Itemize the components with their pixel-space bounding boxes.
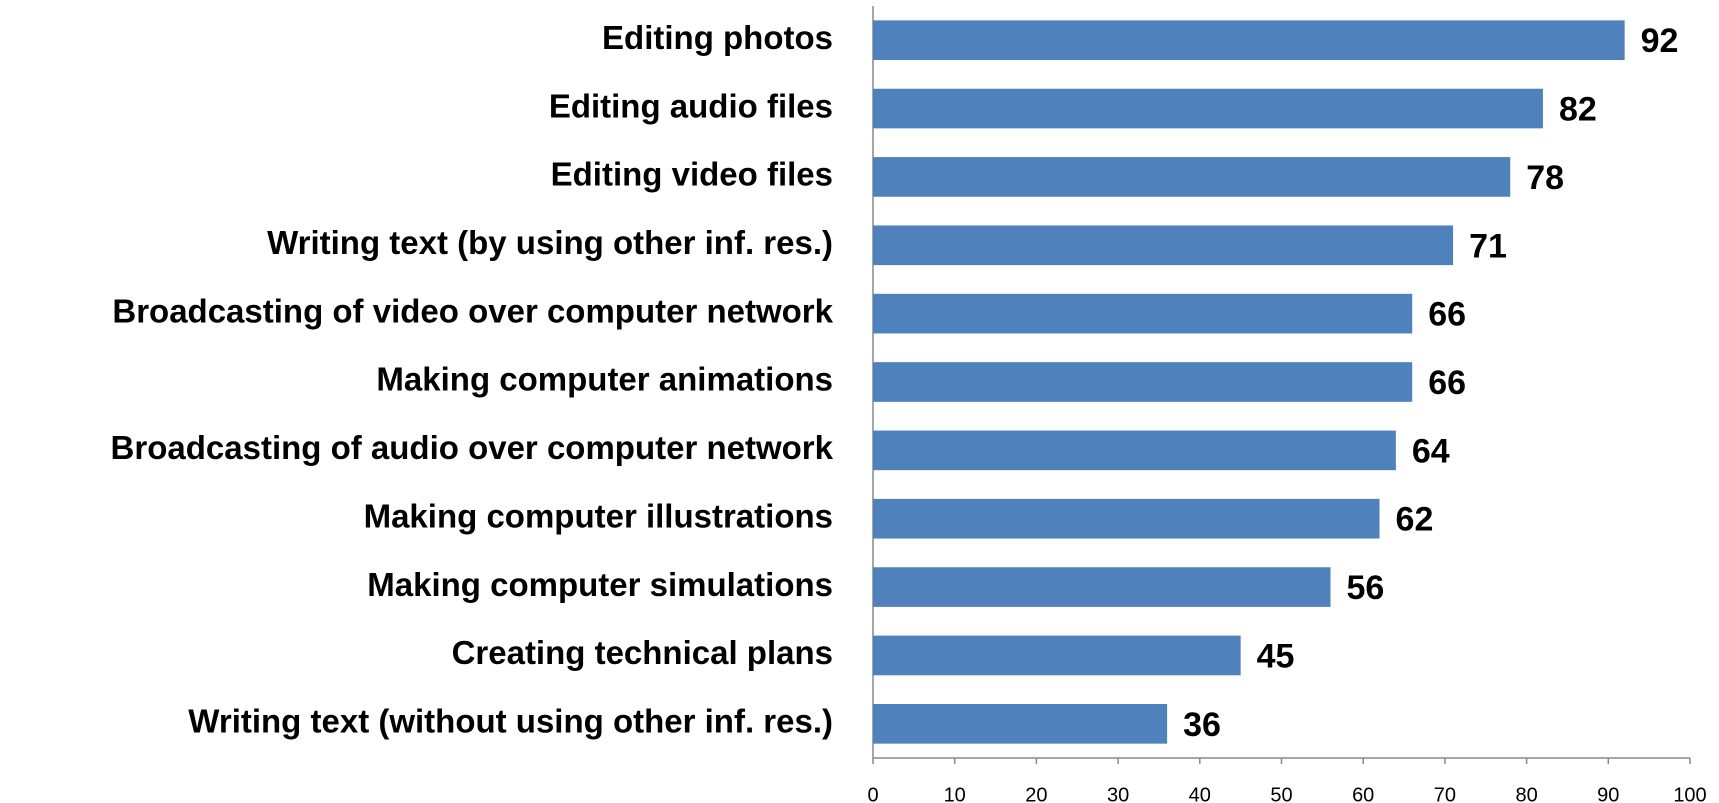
- x-tick-label: 80: [1515, 784, 1537, 803]
- x-tick-label: 70: [1434, 784, 1456, 803]
- y-tick-label: Broadcasting of audio over computer netw…: [111, 429, 834, 466]
- value-label: 66: [1428, 364, 1466, 402]
- y-tick-label: Making computer simulations: [367, 566, 833, 603]
- x-tick-label: 20: [1025, 784, 1047, 803]
- y-tick-label: Editing photos: [602, 19, 833, 56]
- bar: [873, 635, 1241, 676]
- y-tick-label: Broadcasting of video over computer netw…: [112, 292, 833, 329]
- value-label: 56: [1347, 569, 1385, 607]
- value-label: 82: [1559, 91, 1597, 129]
- y-tick-label: Writing text (without using other inf. r…: [188, 703, 833, 740]
- bar: [873, 362, 1413, 402]
- value-label: 92: [1641, 22, 1679, 60]
- bar: [873, 88, 1543, 129]
- value-label: 64: [1412, 432, 1450, 470]
- value-label: 78: [1526, 159, 1564, 197]
- x-tick-label: 100: [1673, 784, 1706, 803]
- value-label: 45: [1257, 637, 1295, 675]
- y-tick-label: Writing text (by using other inf. res.): [267, 224, 833, 261]
- bar: [873, 20, 1625, 61]
- bar: [873, 567, 1331, 607]
- bar: [873, 225, 1454, 266]
- y-tick-label: Making computer illustrations: [364, 497, 833, 534]
- bar: [873, 498, 1380, 539]
- x-tick-label: 90: [1597, 784, 1619, 803]
- x-tick-label: 10: [944, 784, 966, 803]
- bar: [873, 157, 1511, 197]
- x-tick-label: 50: [1270, 784, 1292, 803]
- x-tick-label: 0: [867, 784, 878, 803]
- x-tick-label: 30: [1107, 784, 1129, 803]
- y-tick-label: Editing video files: [551, 156, 833, 193]
- x-tick-label: 40: [1189, 784, 1211, 803]
- bar: [873, 293, 1413, 334]
- value-label: 71: [1469, 227, 1507, 265]
- y-tick-label: Creating technical plans: [452, 634, 833, 671]
- y-tick-label: Making computer animations: [376, 361, 833, 398]
- value-label: 66: [1428, 296, 1466, 334]
- bar: [873, 703, 1168, 744]
- x-tick-label: 60: [1352, 784, 1374, 803]
- y-tick-label: Editing audio files: [549, 87, 833, 124]
- value-label: 36: [1183, 706, 1221, 744]
- bar: [873, 430, 1396, 471]
- value-label: 62: [1396, 501, 1434, 539]
